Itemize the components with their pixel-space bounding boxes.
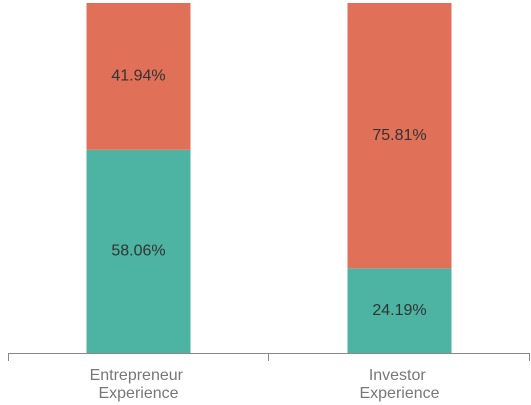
bar-segment [347, 268, 452, 353]
x-tick-label: Entrepreneur Experience [90, 367, 188, 402]
bar-segment [86, 149, 191, 353]
x-tick-label: Investor Experience [359, 367, 439, 402]
value-label: 24.19% [372, 302, 426, 319]
value-label: 41.94% [111, 68, 165, 85]
value-label: 58.06% [111, 243, 165, 260]
bar-segment [347, 3, 452, 269]
bar-segment [86, 3, 191, 150]
value-label: 75.81% [372, 127, 426, 144]
